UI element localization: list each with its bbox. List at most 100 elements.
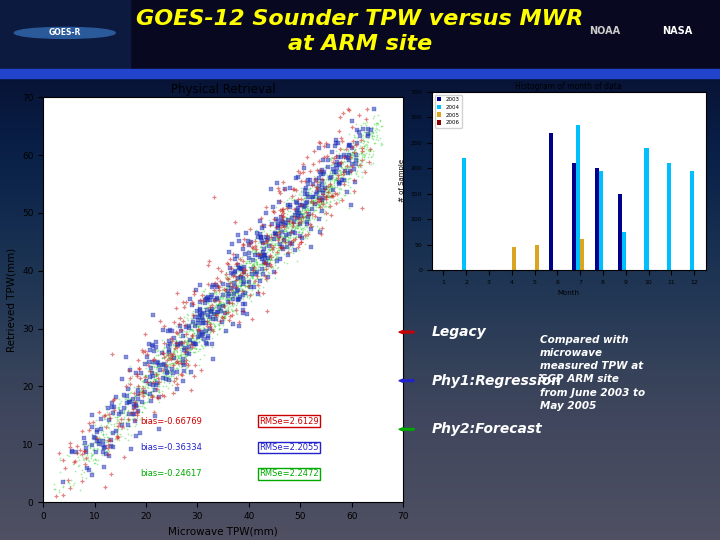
Point bbox=[108, 394, 120, 403]
Point bbox=[349, 152, 361, 161]
Point bbox=[95, 414, 107, 423]
Point bbox=[204, 257, 215, 266]
Point bbox=[316, 183, 328, 191]
Point bbox=[307, 208, 319, 217]
Point bbox=[257, 246, 269, 255]
Point bbox=[216, 283, 228, 292]
Point bbox=[315, 197, 327, 205]
Point bbox=[277, 218, 289, 226]
Point bbox=[104, 435, 115, 444]
Point bbox=[70, 467, 81, 476]
Point bbox=[284, 215, 295, 224]
Point bbox=[212, 320, 224, 328]
Point bbox=[275, 242, 287, 251]
Point bbox=[140, 374, 151, 383]
Point bbox=[283, 228, 294, 237]
Point bbox=[246, 286, 258, 294]
Point bbox=[302, 206, 313, 214]
Point bbox=[294, 209, 305, 218]
Point bbox=[94, 434, 106, 443]
Point bbox=[190, 321, 202, 329]
Point bbox=[158, 339, 170, 347]
Point bbox=[161, 369, 172, 378]
Point bbox=[221, 305, 233, 313]
Bar bbox=[549, 132, 553, 270]
Point bbox=[295, 200, 307, 209]
Point bbox=[203, 319, 215, 327]
Point bbox=[179, 352, 191, 360]
Point bbox=[144, 390, 156, 399]
Point bbox=[280, 213, 292, 222]
Point bbox=[163, 347, 174, 356]
Point bbox=[215, 306, 226, 315]
Point bbox=[188, 329, 199, 338]
Point bbox=[93, 440, 104, 449]
Point bbox=[173, 359, 184, 368]
Bar bbox=[576, 125, 580, 270]
Point bbox=[376, 122, 387, 131]
Point bbox=[191, 324, 202, 333]
Point bbox=[306, 181, 318, 190]
Point bbox=[264, 259, 275, 268]
Point bbox=[303, 184, 315, 193]
Point bbox=[353, 152, 364, 161]
Point bbox=[307, 197, 319, 206]
Point bbox=[288, 185, 300, 193]
Point bbox=[131, 407, 143, 415]
Point bbox=[316, 200, 328, 208]
Point bbox=[253, 248, 265, 257]
Point bbox=[322, 181, 333, 190]
Point bbox=[248, 246, 260, 254]
Point bbox=[188, 372, 199, 380]
Point bbox=[112, 434, 123, 442]
Point bbox=[346, 148, 358, 157]
Point bbox=[217, 291, 228, 300]
Point bbox=[147, 392, 158, 401]
Point bbox=[314, 178, 325, 187]
Point bbox=[224, 299, 235, 308]
Point bbox=[124, 384, 135, 393]
Point bbox=[145, 361, 156, 370]
Point bbox=[166, 354, 178, 362]
Point bbox=[219, 308, 230, 317]
Point bbox=[131, 414, 143, 423]
Point bbox=[192, 330, 203, 339]
Point bbox=[152, 393, 163, 402]
Point bbox=[276, 224, 287, 233]
Point bbox=[313, 207, 325, 216]
Point bbox=[114, 430, 126, 438]
Point bbox=[340, 163, 351, 172]
Point bbox=[326, 185, 338, 194]
Point bbox=[369, 104, 381, 113]
Point bbox=[251, 247, 262, 256]
Point bbox=[83, 466, 94, 475]
Point bbox=[343, 149, 355, 158]
Point bbox=[165, 362, 176, 370]
Point bbox=[140, 387, 151, 396]
Point bbox=[102, 418, 114, 427]
Point bbox=[285, 245, 297, 253]
Point bbox=[136, 408, 148, 416]
Point bbox=[361, 133, 372, 141]
Point bbox=[153, 356, 165, 364]
Point bbox=[219, 316, 230, 325]
Point bbox=[168, 349, 179, 358]
Point bbox=[209, 302, 220, 311]
Point bbox=[301, 192, 312, 201]
Point bbox=[270, 259, 282, 268]
Point bbox=[328, 172, 339, 181]
Point bbox=[230, 281, 242, 290]
Point bbox=[231, 287, 243, 296]
Point bbox=[240, 259, 251, 267]
Point bbox=[112, 427, 123, 435]
Point bbox=[334, 166, 346, 174]
Point bbox=[333, 195, 344, 204]
Point bbox=[361, 117, 372, 126]
Point bbox=[263, 244, 274, 253]
Point bbox=[281, 248, 292, 256]
Point bbox=[277, 245, 289, 253]
Point bbox=[211, 309, 222, 318]
Point bbox=[318, 198, 330, 207]
Point bbox=[148, 375, 160, 383]
Point bbox=[239, 299, 251, 308]
